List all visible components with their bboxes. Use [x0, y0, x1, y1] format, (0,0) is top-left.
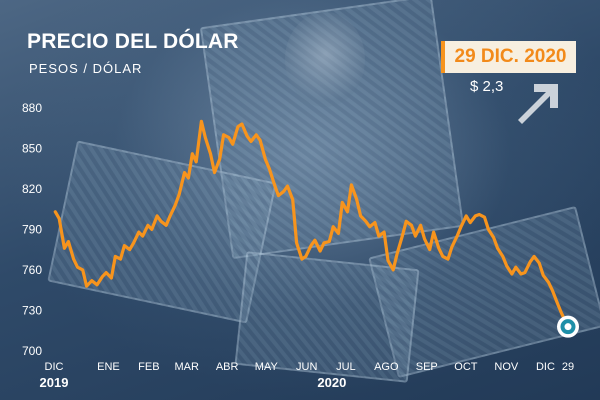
year-label: 2019 — [40, 375, 69, 390]
background-portrait — [285, 12, 365, 107]
arrow-up-right-icon — [518, 84, 558, 124]
y-tick-label: 700 — [22, 344, 42, 358]
y-tick-label: 820 — [22, 182, 42, 196]
change-value: $ 2,3 — [470, 78, 504, 95]
y-tick-label: 850 — [22, 141, 42, 155]
price-line — [53, 119, 570, 329]
end-point-marker-center — [564, 323, 572, 331]
x-tick-label: ABR — [216, 361, 239, 373]
x-tick-label: SEP — [416, 361, 438, 373]
y-tick-label: 760 — [22, 263, 42, 277]
year-label: 2020 — [317, 375, 346, 390]
x-tick-label: NOV — [494, 361, 519, 373]
x-tick-label: ENE — [97, 361, 120, 373]
x-tick-label: AGO — [374, 361, 399, 373]
chart-subtitle: PESOS / DÓLAR — [29, 61, 143, 76]
x-tick-label: MAY — [255, 361, 279, 373]
x-tick-label: DIC — [536, 361, 555, 373]
x-tick-label: JUN — [296, 361, 317, 373]
y-tick-label: 790 — [22, 222, 42, 236]
x-tick-label: FEB — [138, 361, 159, 373]
x-tick-label: JUL — [336, 361, 356, 373]
x-tick-label: DIC — [45, 361, 64, 373]
x-tick-label: MAR — [174, 361, 199, 373]
chart-title: PRECIO DEL DÓLAR — [27, 30, 239, 53]
x-tick-label: OCT — [454, 361, 478, 373]
y-tick-label: 730 — [22, 303, 42, 317]
x-tick-label: 29 — [562, 361, 574, 373]
date-badge: 29 DIC. 2020 — [441, 41, 576, 73]
y-tick-label: 880 — [22, 101, 42, 115]
